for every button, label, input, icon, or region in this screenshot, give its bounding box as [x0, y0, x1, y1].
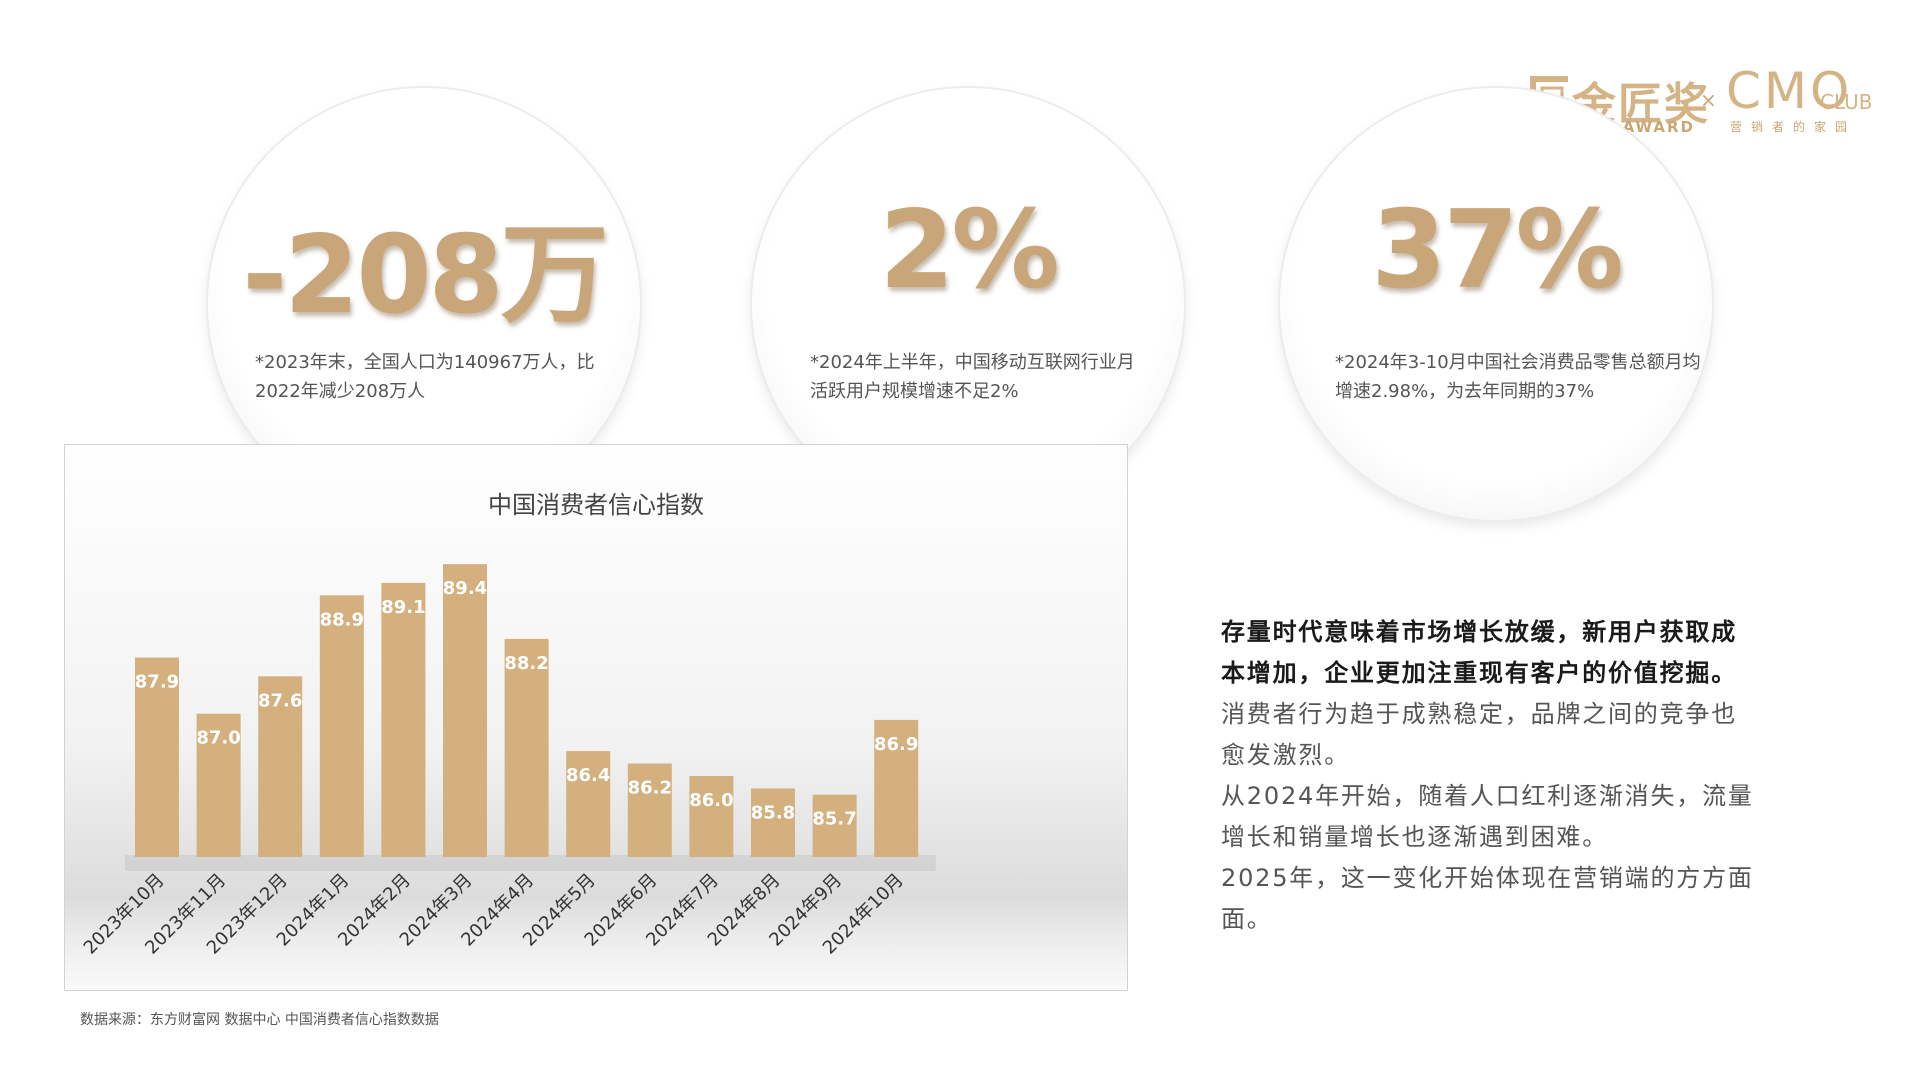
data-source: 数据来源：东方财富网 数据中心 中国消费者信心指数数据 [80, 1012, 439, 1028]
bar [443, 564, 487, 857]
bar [627, 763, 672, 857]
bar [319, 595, 364, 857]
bar [196, 713, 241, 857]
logo-partner-suffix: CLUB [1820, 90, 1873, 114]
bar-value-label: 89.4 [443, 578, 487, 599]
body-paragraph: 存量时代意味着市场增长放缓，新用户获取成本增加，企业更加注重现有客户的价值挖掘。… [1221, 612, 1761, 776]
stat-value: 2% [879, 188, 1059, 313]
bar-floor-shadow [125, 855, 936, 871]
chart-panel: 87.9 2023年10月 87.0 2023年11月 87.6 2023年12月 88.9… [64, 444, 1128, 991]
bar-chart: 87.92023年10月87.02023年11月87.62023年12月88.9… [80, 564, 936, 959]
bar-value-label: 86.2 [628, 778, 672, 799]
bar-value-label: 86.0 [689, 790, 733, 811]
bar [135, 657, 179, 857]
stat-value: -208万 [242, 213, 608, 338]
body-paragraph: 2025年，这一变化开始体现在营销端的方方面面。 [1221, 864, 1754, 933]
bar [258, 676, 303, 857]
body-text: 存量时代意味着市场增长放缓，新用户获取成本增加，企业更加注重现有客户的价值挖掘。… [1221, 612, 1761, 940]
bar [812, 794, 857, 857]
body-bold: 存量时代意味着市场增长放缓，新用户获取成本增加，企业更加注重现有客户的价值挖掘。 [1221, 618, 1737, 687]
stat-value: 37% [1371, 188, 1624, 313]
bar [751, 788, 795, 857]
logo-separator: × [1700, 88, 1717, 112]
bar [566, 751, 611, 857]
logo-partner-cn: 营销者的家园 [1730, 120, 1857, 134]
bar-value-label: 85.8 [751, 802, 795, 823]
bar-value-label: 87.9 [135, 672, 179, 693]
bar [381, 582, 426, 857]
body-line: 消费者行为趋于成熟稳定，品牌之间的竞争也愈发激烈。 [1221, 700, 1737, 769]
bar-value-label: 88.9 [320, 609, 364, 630]
body-paragraph: 从2024年开始，随着人口红利逐渐消失，流量增长和销量增长也逐渐遇到困难。 [1221, 782, 1754, 851]
chart-title: 中国消费者信心指数 [488, 491, 704, 519]
bar [504, 638, 549, 857]
bar-value-label: 85.7 [812, 809, 856, 830]
stat-circle-retail: 37% [1280, 88, 1712, 520]
bar-value-label: 87.0 [196, 728, 240, 749]
bar [874, 719, 919, 857]
bar-value-label: 88.2 [504, 653, 548, 674]
stat-note: *2024年上半年，中国移动互联网行业月活跃用户规模增速不足2% [810, 352, 1135, 402]
bar-value-label: 86.9 [874, 734, 918, 755]
bar-value-label: 86.4 [566, 765, 610, 786]
stat-note: *2024年3-10月中国社会消费品零售总额月均增速2.98%，为去年同期的37… [1335, 352, 1701, 402]
logo-partner: CMO [1726, 62, 1853, 120]
bar-value-label: 87.6 [258, 690, 302, 711]
stat-note: *2023年末，全国人口为140967万人，比2022年减少208万人 [255, 352, 595, 402]
bar-value-label: 89.1 [381, 597, 425, 618]
bar [689, 776, 734, 857]
